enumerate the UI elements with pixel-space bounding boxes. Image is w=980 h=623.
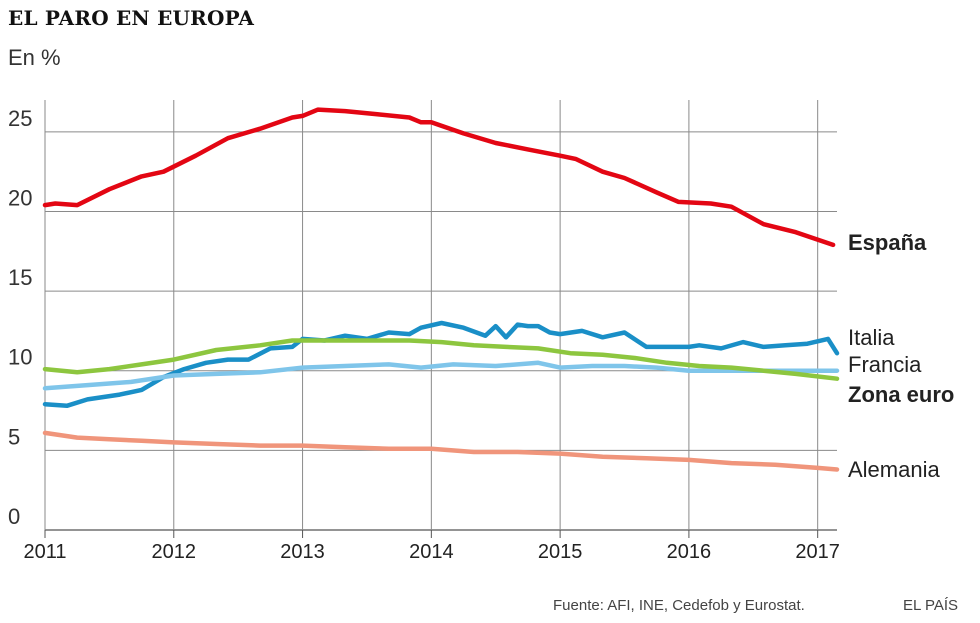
series-line-alemania	[42, 430, 840, 472]
source-note: Fuente: AFI, INE, Cedefob y Eurostat.	[553, 597, 805, 614]
series-line-italia	[42, 320, 840, 409]
series-label: Italia	[848, 325, 895, 350]
x-tick-label: 2013	[280, 541, 325, 563]
x-tick-label: 2011	[23, 541, 66, 563]
y-tick-label: 25	[8, 106, 32, 131]
brand-logo: EL PAÍS	[903, 597, 959, 614]
chart-title: EL PARO EN EUROPA	[8, 6, 255, 30]
x-tick-label: 2012	[152, 541, 197, 563]
x-tick-label: 2017	[795, 541, 840, 563]
y-tick-label: 20	[8, 185, 32, 210]
y-tick-label: 15	[8, 265, 32, 290]
y-tick-label: 10	[8, 345, 32, 370]
series-line-españa	[42, 107, 836, 248]
series-line-zona-euro	[42, 338, 840, 381]
series-label: Francia	[848, 352, 922, 377]
series-label: España	[848, 230, 927, 255]
y-tick-label: 5	[8, 424, 20, 449]
series-label: Zona euro	[848, 382, 954, 407]
y-unit-label: En %	[8, 45, 61, 70]
y-tick-label: 0	[8, 504, 20, 529]
series-line-francia	[42, 360, 840, 391]
x-tick-label: 2014	[409, 541, 454, 563]
x-tick-label: 2015	[538, 541, 583, 563]
x-tick-label: 2016	[667, 541, 712, 563]
series-label: Alemania	[848, 457, 940, 482]
